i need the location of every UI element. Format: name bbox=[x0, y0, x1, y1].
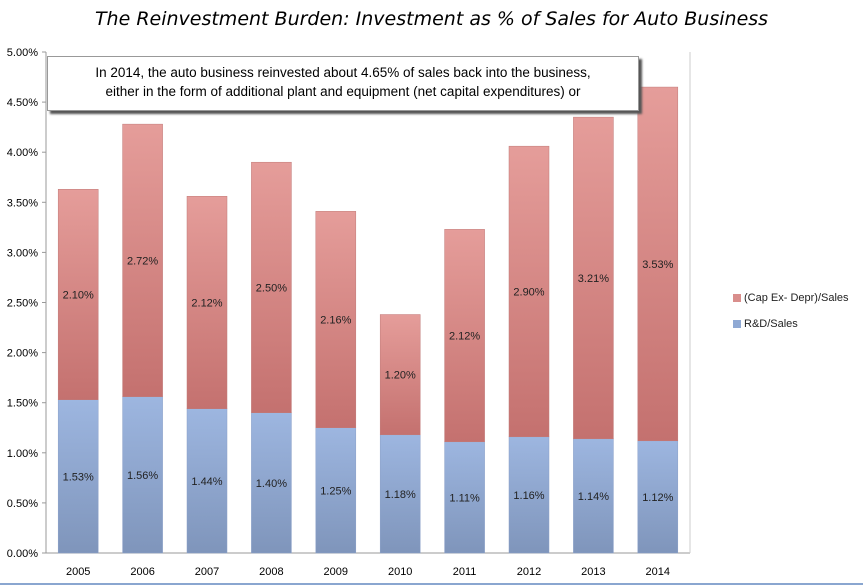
y-tick-label: 4.50% bbox=[7, 97, 38, 109]
bar-capex-2005 bbox=[57, 189, 99, 400]
y-tick-label: 5.00% bbox=[7, 47, 38, 59]
bar-rd-2012 bbox=[508, 436, 550, 554]
bar-capex-2010 bbox=[379, 314, 421, 436]
legend-label-capex: (Cap Ex- Depr)/Sales bbox=[744, 292, 849, 304]
data-label-rd-2014: 1.12% bbox=[642, 492, 673, 504]
bar-capex-2007 bbox=[186, 196, 228, 409]
x-tick-label: 2014 bbox=[646, 566, 670, 578]
data-label-rd-2006: 1.56% bbox=[127, 470, 158, 482]
y-tick-label: 4.00% bbox=[7, 147, 38, 159]
data-label-capex-2005: 2.10% bbox=[63, 289, 94, 301]
y-tick-label: 1.50% bbox=[7, 398, 38, 410]
data-label-rd-2012: 1.16% bbox=[513, 490, 544, 502]
data-label-capex-2013: 3.21% bbox=[578, 273, 609, 285]
legend-label-rd: R&D/Sales bbox=[744, 318, 798, 330]
bar-capex-2012 bbox=[508, 145, 550, 438]
y-tick-label: 3.00% bbox=[7, 247, 38, 259]
chart-title: The Reinvestment Burden: Investment as %… bbox=[94, 8, 769, 30]
data-label-rd-2007: 1.44% bbox=[191, 476, 222, 488]
x-tick-label: 2005 bbox=[66, 566, 90, 578]
bar-rd-2006 bbox=[122, 396, 163, 554]
data-label-rd-2010: 1.18% bbox=[385, 489, 416, 501]
x-tick-label: 2008 bbox=[259, 566, 283, 578]
x-tick-label: 2006 bbox=[130, 566, 154, 578]
x-tick-label: 2010 bbox=[388, 566, 412, 578]
y-tick-label: 0.50% bbox=[7, 498, 38, 510]
x-tick-label: 2012 bbox=[517, 566, 541, 578]
y-tick-label: 2.50% bbox=[7, 298, 38, 310]
bar-rd-2009 bbox=[315, 427, 357, 554]
annotation-line-1: In 2014, the auto business reinvested ab… bbox=[95, 65, 591, 80]
y-tick-label: 2.00% bbox=[7, 348, 38, 360]
bar-capex-2008 bbox=[251, 161, 292, 413]
data-label-capex-2011: 2.12% bbox=[449, 331, 480, 343]
legend-swatch-capex bbox=[733, 294, 741, 302]
x-tick-label: 2013 bbox=[581, 566, 605, 578]
x-tick-label: 2007 bbox=[195, 566, 219, 578]
bar-rd-2007 bbox=[186, 408, 228, 554]
bar-capex-2011 bbox=[444, 229, 485, 443]
bar-capex-2014 bbox=[637, 86, 679, 442]
x-tick-label: 2009 bbox=[324, 566, 348, 578]
x-tick-label: 2011 bbox=[453, 566, 477, 578]
data-label-capex-2007: 2.12% bbox=[191, 298, 222, 310]
bar-rd-2014 bbox=[637, 440, 679, 554]
bar-capex-2009 bbox=[315, 211, 357, 428]
y-tick-label: 3.50% bbox=[7, 197, 38, 209]
data-label-rd-2009: 1.25% bbox=[320, 485, 351, 497]
y-tick-label: 0.00% bbox=[7, 548, 38, 560]
data-label-rd-2008: 1.40% bbox=[256, 478, 287, 490]
data-label-rd-2011: 1.11% bbox=[449, 492, 480, 504]
annotation-box: In 2014, the auto business reinvested ab… bbox=[47, 56, 639, 111]
data-label-capex-2008: 2.50% bbox=[256, 282, 287, 294]
bar-capex-2013 bbox=[573, 116, 614, 440]
legend-swatch-rd bbox=[733, 320, 741, 328]
legend-item-capex: (Cap Ex- Depr)/Sales bbox=[733, 292, 849, 304]
bar-rd-2008 bbox=[251, 412, 292, 554]
data-label-rd-2005: 1.53% bbox=[63, 471, 94, 483]
legend-item-rd: R&D/Sales bbox=[733, 318, 798, 330]
bar-rd-2010 bbox=[379, 434, 421, 554]
bottom-border bbox=[0, 583, 863, 585]
data-label-capex-2006: 2.72% bbox=[127, 255, 158, 267]
data-label-capex-2009: 2.16% bbox=[320, 315, 351, 327]
data-label-capex-2012: 2.90% bbox=[513, 286, 544, 298]
bar-capex-2006 bbox=[122, 123, 163, 397]
data-label-capex-2014: 3.53% bbox=[642, 259, 673, 271]
data-label-capex-2010: 1.20% bbox=[385, 370, 416, 382]
y-tick-label: 1.00% bbox=[7, 448, 38, 460]
data-label-rd-2013: 1.14% bbox=[578, 491, 609, 503]
bar-rd-2011 bbox=[444, 441, 485, 554]
annotation-line-2: either in the form of additional plant a… bbox=[105, 84, 581, 99]
